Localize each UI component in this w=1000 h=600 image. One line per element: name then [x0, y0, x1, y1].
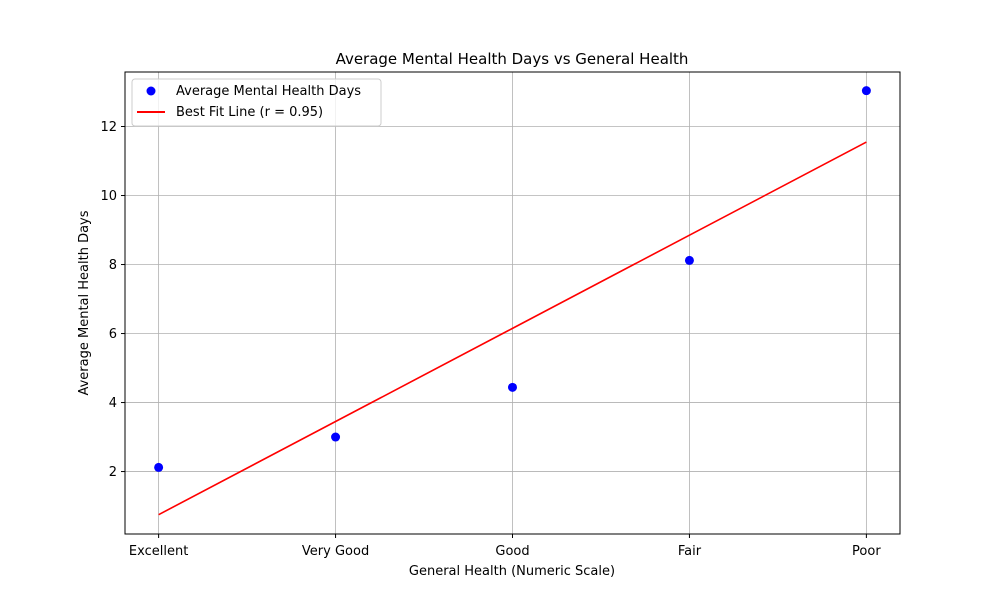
x-tick-label: Very Good: [302, 544, 369, 559]
x-axis-ticks: Excellent Very Good Good Fair Poor: [129, 534, 881, 559]
scatter-point: [508, 382, 517, 392]
x-tick-label: Good: [495, 544, 529, 559]
x-tick-label: Excellent: [129, 544, 188, 559]
legend: Average Mental Health Days Best Fit Line…: [131, 78, 382, 127]
x-axis-label: General Health (Numeric Scale): [409, 564, 615, 579]
y-tick-label: 6: [109, 327, 117, 342]
grid: [125, 72, 900, 534]
scatter-point: [154, 462, 164, 472]
legend-label-line: Best Fit Line (r = 0.95): [176, 105, 323, 120]
y-tick-label: 12: [100, 120, 117, 135]
chart-title: Average Mental Health Days vs General He…: [336, 50, 689, 68]
best-fit-line: [158, 141, 867, 516]
points-layer: [154, 86, 871, 472]
x-tick-label: Fair: [678, 544, 702, 559]
y-tick-label: 10: [100, 189, 117, 204]
scatter-point: [684, 255, 694, 265]
y-axis-ticks: 2 4 6 8 10 12: [100, 120, 125, 480]
x-tick-label: Poor: [852, 544, 881, 559]
legend-marker-scatter: [146, 86, 156, 96]
fit-line-layer: [158, 141, 867, 516]
scatter-point: [861, 86, 871, 96]
y-axis-label: Average Mental Health Days: [77, 210, 92, 395]
y-tick-label: 2: [109, 465, 117, 480]
y-tick-label: 4: [109, 396, 117, 411]
scatter-point: [331, 432, 341, 442]
legend-box: [131, 78, 382, 127]
legend-label-scatter: Average Mental Health Days: [176, 84, 361, 99]
y-tick-label: 8: [109, 258, 117, 273]
